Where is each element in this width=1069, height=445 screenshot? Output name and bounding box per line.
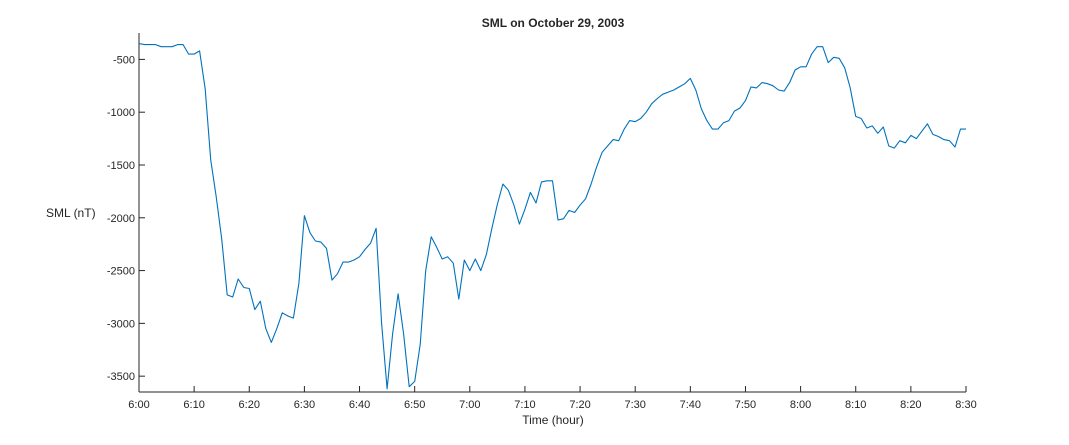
x-tick-label: 7:00 xyxy=(459,399,480,411)
x-tick-label: 7:40 xyxy=(680,399,701,411)
x-tick-label: 6:00 xyxy=(128,399,149,411)
y-tick-label: -1500 xyxy=(107,160,135,172)
y-tick-label: -3500 xyxy=(107,371,135,383)
x-tick-label: 6:50 xyxy=(404,399,425,411)
y-tick-label: -500 xyxy=(113,54,135,66)
y-tick-label: -2500 xyxy=(107,266,135,278)
x-tick-label: 8:10 xyxy=(845,399,866,411)
x-tick-label: 8:20 xyxy=(900,399,921,411)
chart-title: SML on October 29, 2003 xyxy=(482,16,625,30)
x-tick-label: 8:30 xyxy=(955,399,976,411)
x-tick-label: 6:10 xyxy=(183,399,204,411)
y-tick-label: -3000 xyxy=(107,318,135,330)
x-tick-label: 7:20 xyxy=(569,399,590,411)
tick-group: 6:00 6:10 6:20 6:30 6:40 6:50 7:00 7:10 7:20 7:30… xyxy=(107,54,977,411)
x-tick-label: 7:10 xyxy=(514,399,535,411)
y-tick-label: -1000 xyxy=(107,107,135,119)
y-tick-label: -2000 xyxy=(107,213,135,225)
x-tick-label: 7:50 xyxy=(735,399,756,411)
x-tick-label: 6:20 xyxy=(239,399,260,411)
y-axis-label: SML (nT) xyxy=(46,206,96,220)
axes xyxy=(138,33,966,393)
x-tick-label: 6:40 xyxy=(349,399,370,411)
x-tick-label: 7:30 xyxy=(624,399,645,411)
x-tick-label: 8:00 xyxy=(790,399,811,411)
series-line xyxy=(138,43,966,390)
x-tick-label: 6:30 xyxy=(294,399,315,411)
series-group xyxy=(138,43,966,390)
x-axis-label: Time (hour) xyxy=(522,413,584,427)
